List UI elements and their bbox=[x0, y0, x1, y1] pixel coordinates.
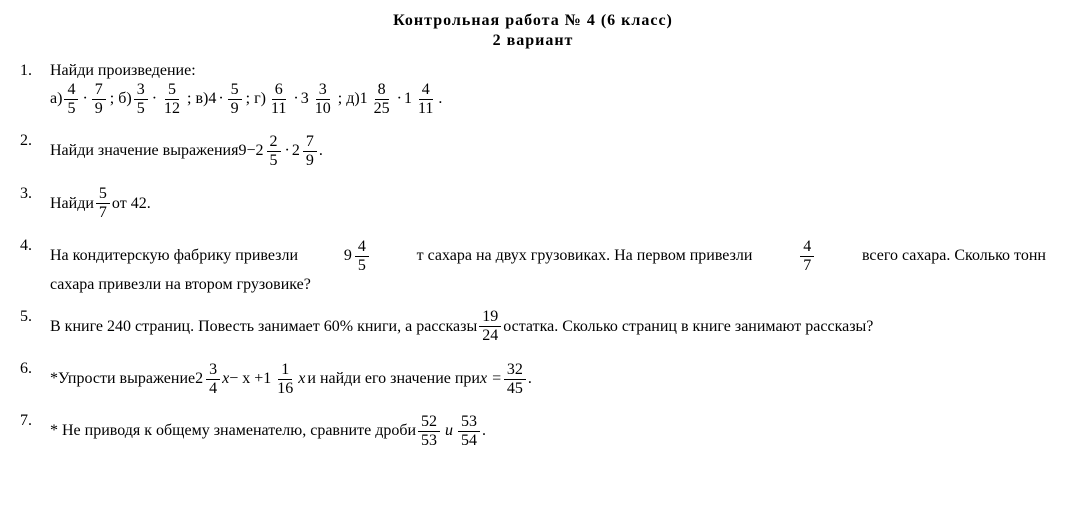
problem-text-cont: сахара привезли на втором грузовике? bbox=[50, 276, 1046, 294]
whole: 4 bbox=[208, 80, 216, 118]
equation: x = bbox=[480, 360, 502, 398]
problem-text: Найди 57 от 42. bbox=[50, 185, 1046, 223]
mixed-number: 1116 bbox=[263, 360, 298, 398]
problem-6: 6. *Упрости выражение 234 x − x + 1116 x… bbox=[20, 360, 1046, 398]
fraction: 59 bbox=[228, 82, 242, 117]
mixed-number: 234 bbox=[195, 360, 222, 398]
problem-number: 4. bbox=[20, 237, 50, 255]
variable-x: x bbox=[222, 360, 229, 398]
fraction: 57 bbox=[96, 186, 110, 221]
problem-expression: а) 45 · 79 ; б) 35 · 512 ; в) 4 · 59 bbox=[50, 80, 1046, 118]
problem-text: Найди значение выражения 9 − 225 · 279 . bbox=[50, 132, 1046, 170]
problem-number: 6. bbox=[20, 360, 50, 378]
problem-7: 7. * Не приводя к общему знаменателю, ср… bbox=[20, 412, 1046, 450]
problem-text: * Не приводя к общему знаменателю, сравн… bbox=[50, 412, 1046, 450]
problem-text: На кондитерскую фабрику привезли 945 т с… bbox=[50, 237, 1046, 275]
label-b: ; б) bbox=[110, 80, 132, 118]
problem-4: 4. На кондитерскую фабрику привезли 945 … bbox=[20, 237, 1046, 293]
fraction: 35 bbox=[134, 82, 148, 117]
fraction: 79 bbox=[92, 82, 106, 117]
variable-x: x bbox=[298, 360, 305, 398]
problem-text: В книге 240 страниц. Повесть занимает 60… bbox=[50, 308, 1046, 346]
problem-text: *Упрости выражение 234 x − x + 1116 x и … bbox=[50, 360, 1046, 398]
problem-number: 7. bbox=[20, 412, 50, 430]
problem-lead: Найди произведение: bbox=[50, 62, 1046, 80]
fraction: 3245 bbox=[504, 362, 526, 397]
fraction: 512 bbox=[161, 82, 183, 117]
problem-1: 1. Найди произведение: а) 45 · 79 ; б) 3… bbox=[20, 62, 1046, 118]
fraction: 1924 bbox=[479, 309, 501, 344]
label-a: а) bbox=[50, 80, 62, 118]
mixed-number: 1825 bbox=[360, 80, 395, 118]
mixed-number: 945 bbox=[344, 237, 371, 275]
label-v: ; в) bbox=[187, 80, 208, 118]
problem-list: 1. Найди произведение: а) 45 · 79 ; б) 3… bbox=[20, 62, 1046, 451]
problem-3: 3. Найди 57 от 42. bbox=[20, 185, 1046, 223]
problem-number: 1. bbox=[20, 62, 50, 80]
period: . bbox=[438, 80, 442, 118]
conjunction: и bbox=[442, 412, 456, 450]
mixed-number: 1411 bbox=[404, 80, 438, 118]
fraction: 611 bbox=[268, 82, 289, 117]
label-g: ; г) bbox=[246, 80, 266, 118]
fraction: 47 bbox=[800, 239, 814, 274]
label-d: ; д) bbox=[338, 80, 360, 118]
fraction: 45 bbox=[64, 82, 78, 117]
problem-number: 2. bbox=[20, 132, 50, 150]
fraction: 5354 bbox=[458, 414, 480, 449]
problem-number: 3. bbox=[20, 185, 50, 203]
problem-number: 5. bbox=[20, 308, 50, 326]
mixed-number: 225 bbox=[256, 132, 283, 170]
problem-5: 5. В книге 240 страниц. Повесть занимает… bbox=[20, 308, 1046, 346]
fraction: 5253 bbox=[418, 414, 440, 449]
problem-2: 2. Найди значение выражения 9 − 225 · 27… bbox=[20, 132, 1046, 170]
page-title: Контрольная работа № 4 (6 класс) bbox=[20, 12, 1046, 30]
mixed-number: 3310 bbox=[301, 80, 336, 118]
mixed-number: 279 bbox=[292, 132, 319, 170]
page-subtitle: 2 вариант bbox=[20, 32, 1046, 50]
